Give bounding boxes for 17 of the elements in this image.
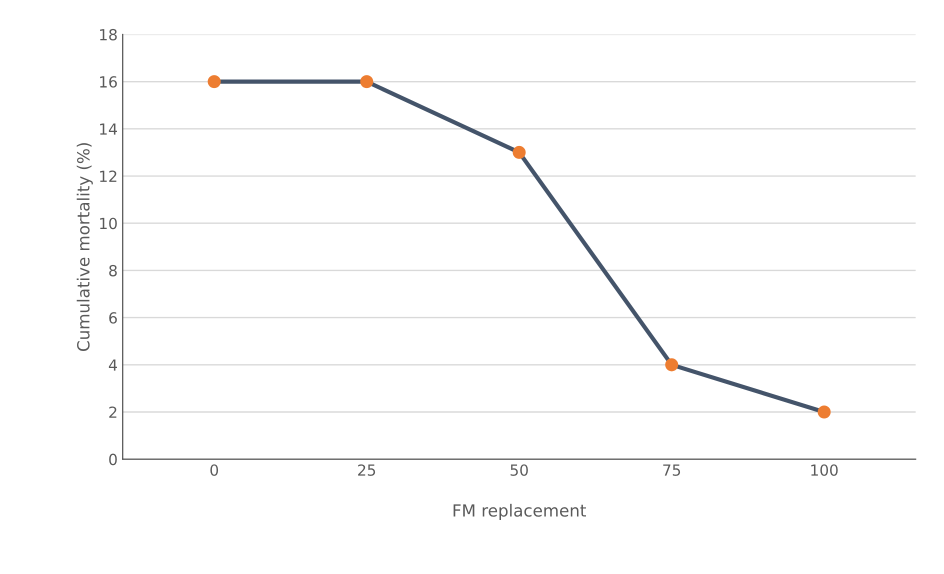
y-tick-label: 14 [100,123,117,135]
y-tick-label: 0 [109,454,117,466]
y-tick-label: 6 [109,312,117,324]
y-axis-title: Cumulative mortality (%) [76,143,93,352]
x-tick-label: 100 [811,464,838,476]
x-tick-label: 25 [358,464,376,476]
y-tick-label: 2 [109,406,116,418]
y-tick-label: 10 [100,218,117,230]
x-tick-label: 0 [210,464,218,476]
x-tick-label: 50 [510,464,528,476]
y-tick-label: 12 [100,170,116,182]
y-tick-label: 8 [109,264,117,276]
y-tick-label: 18 [100,28,117,40]
x-tick-label: 75 [663,464,680,476]
x-axis-title: FM replacement [454,504,586,520]
y-tick-label: 4 [108,359,117,371]
y-tick-label: 16 [100,76,117,88]
